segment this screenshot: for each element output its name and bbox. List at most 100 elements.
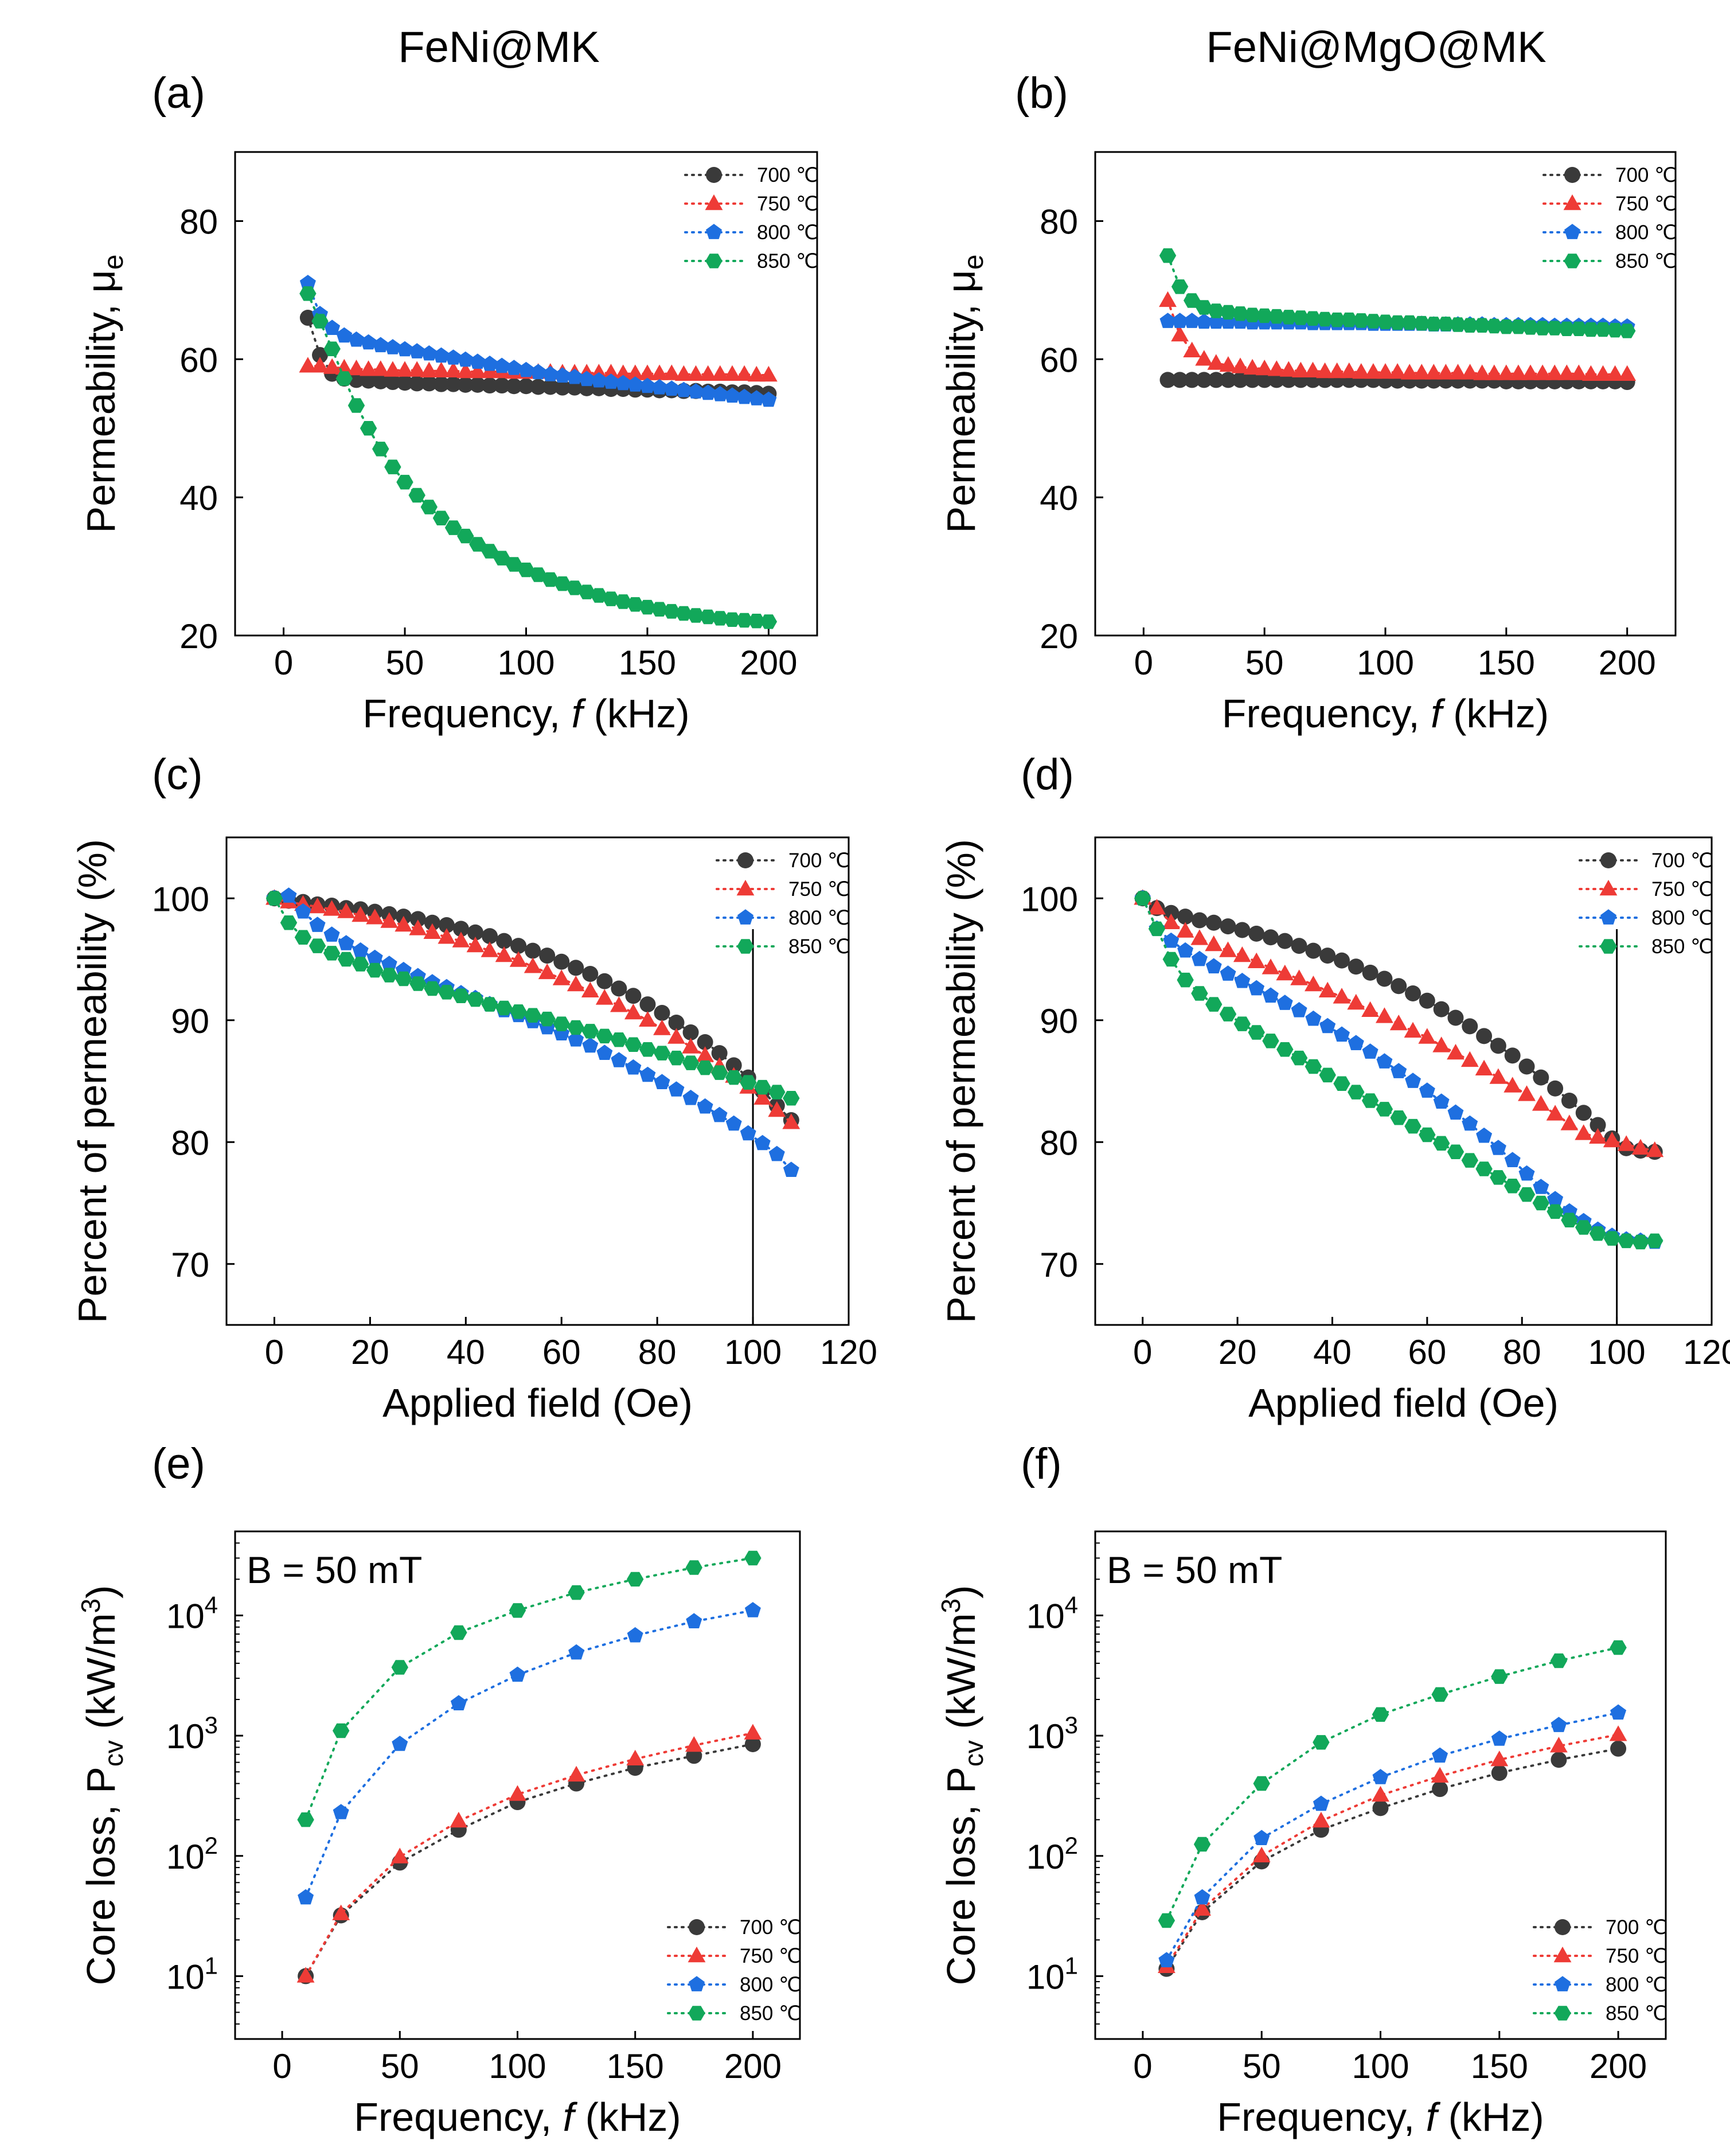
data-point xyxy=(1545,364,1564,380)
legend-marker xyxy=(689,1976,705,1991)
data-point xyxy=(1243,358,1262,375)
legend-label: 850 ℃ xyxy=(1615,250,1677,272)
data-point xyxy=(663,380,680,396)
data-point xyxy=(1504,1179,1521,1194)
data-point xyxy=(396,474,413,490)
data-point xyxy=(1220,965,1236,981)
legend-item: 750 ℃ xyxy=(667,1945,801,1967)
legend-label: 800 ℃ xyxy=(757,221,818,244)
data-point xyxy=(1159,313,1176,328)
x-tick-label-b: 100 xyxy=(1357,644,1414,682)
data-point xyxy=(380,912,399,928)
data-point xyxy=(667,1028,685,1044)
panel-label-d: (d) xyxy=(1021,750,1074,799)
data-point xyxy=(1196,372,1212,388)
data-point xyxy=(1334,952,1350,969)
data-point xyxy=(1589,1226,1607,1241)
data-point xyxy=(1231,357,1249,373)
data-point xyxy=(651,379,668,395)
legend-label: 800 ℃ xyxy=(788,907,850,929)
data-point xyxy=(638,364,657,380)
legend-marker xyxy=(736,879,755,896)
data-point xyxy=(1376,1102,1393,1117)
panel-c: (c) 0 20 40 60 80 100 120 70 80 90 100 Applied field… xyxy=(70,750,877,1425)
data-point xyxy=(384,374,401,391)
data-point xyxy=(366,962,384,978)
data-point xyxy=(1268,309,1285,324)
data-point xyxy=(518,361,534,377)
data-point xyxy=(1333,988,1351,1004)
data-point xyxy=(530,364,546,380)
data-point xyxy=(1158,1952,1175,1967)
data-point xyxy=(626,1749,645,1765)
data-point xyxy=(381,968,398,983)
data-point xyxy=(1582,365,1600,381)
y-tick-base: 10 xyxy=(166,1838,205,1876)
data-point xyxy=(381,956,397,971)
data-point xyxy=(682,1055,700,1070)
data-point xyxy=(299,286,317,301)
data-point xyxy=(687,365,705,381)
data-point xyxy=(1184,372,1200,388)
data-point xyxy=(1550,1737,1568,1753)
data-point xyxy=(397,341,413,357)
data-point xyxy=(1304,311,1322,326)
data-point xyxy=(1148,921,1166,937)
legend-item: 850 ℃ xyxy=(1542,250,1677,272)
data-point xyxy=(760,365,778,382)
legend-label: 700 ℃ xyxy=(1606,1916,1667,1939)
data-point xyxy=(768,1085,786,1100)
legend-label: 800 ℃ xyxy=(1606,1974,1667,1996)
data-point xyxy=(711,1065,728,1080)
data-point xyxy=(1606,323,1624,338)
data-point xyxy=(1176,922,1194,938)
data-point xyxy=(1205,958,1222,974)
data-point xyxy=(1521,364,1540,380)
data-point xyxy=(568,1031,584,1047)
legend-marker xyxy=(688,1946,706,1963)
data-point xyxy=(1618,365,1637,381)
data-point xyxy=(1191,912,1208,929)
x-tick-label-d: 120 xyxy=(1683,1333,1730,1371)
data-point xyxy=(1432,1781,1448,1798)
data-point xyxy=(596,1044,613,1060)
x-tick-label-d: 60 xyxy=(1408,1333,1446,1371)
data-point xyxy=(1372,1769,1389,1784)
legend-marker xyxy=(1554,2006,1571,2021)
y-axis-label-f: Core loss, Pcv (kW/m3) xyxy=(936,1585,989,1986)
data-point xyxy=(1532,1195,1549,1211)
data-point xyxy=(1256,308,1273,323)
data-point xyxy=(311,357,329,373)
legend-marker xyxy=(1564,167,1580,183)
data-point xyxy=(297,1812,314,1827)
data-point xyxy=(469,537,486,552)
data-point xyxy=(1646,1233,1663,1249)
data-point xyxy=(603,373,619,389)
data-point xyxy=(1171,279,1189,294)
series-850-f xyxy=(1158,1640,1627,1928)
x-tick-label-c: 40 xyxy=(447,1333,485,1371)
data-point xyxy=(505,557,523,572)
data-point xyxy=(1290,969,1308,985)
field-annotation-f: B = 50 mT xyxy=(1107,1549,1282,1591)
data-point xyxy=(639,1066,656,1082)
data-point xyxy=(1262,958,1280,974)
data-point xyxy=(1362,964,1378,981)
data-point xyxy=(686,1613,702,1628)
series-750-e xyxy=(296,1724,762,1983)
x-tick-label-e: 0 xyxy=(272,2047,291,2085)
legend-marker xyxy=(1599,879,1618,896)
legend-label: 850 ℃ xyxy=(788,935,850,958)
data-point xyxy=(1474,318,1491,333)
legend-label: 800 ℃ xyxy=(1615,221,1677,244)
panel-label-b: (b) xyxy=(1015,69,1068,118)
legend-marker xyxy=(1600,939,1617,954)
data-point xyxy=(1372,1800,1389,1816)
data-point xyxy=(639,1011,657,1027)
data-point xyxy=(711,1045,728,1062)
panel-d: (d) 0 20 40 60 80 100 120 70 80 90 100 Applied field… xyxy=(939,750,1730,1425)
data-point xyxy=(338,935,354,950)
data-point xyxy=(333,1804,349,1819)
data-point xyxy=(1195,350,1213,366)
series-750-d xyxy=(1134,889,1664,1157)
